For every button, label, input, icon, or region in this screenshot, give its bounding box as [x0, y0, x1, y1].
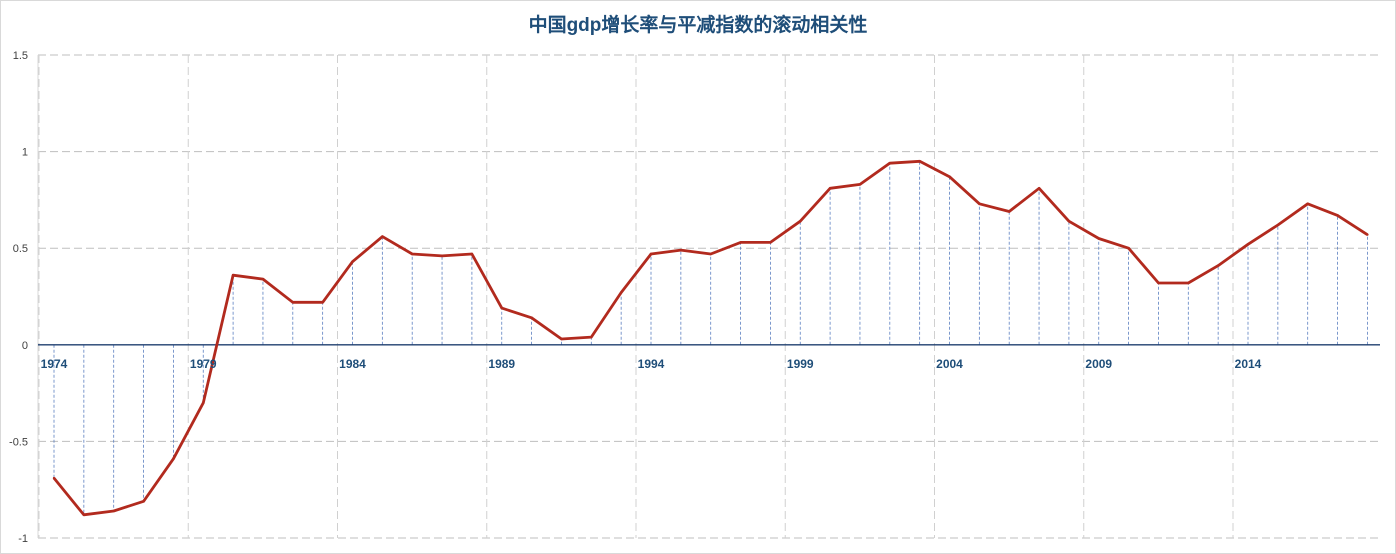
tick-labels: 1.5 1 0.5 0 -0.5 -1 1974 1979 1984 1989 1994 1999 20…: [9, 50, 1262, 545]
data-point: [619, 291, 623, 294]
data-point: [82, 513, 86, 517]
data-point: [1306, 202, 1309, 205]
x-tick-label: 1994: [638, 357, 665, 371]
data-point: [828, 187, 832, 190]
data-point: [231, 274, 235, 277]
x-tick-label: 2014: [1235, 357, 1262, 371]
gridlines: [38, 54, 1380, 539]
data-point: [500, 306, 503, 310]
x-tick-label: 1974: [41, 357, 68, 371]
data-point: [530, 316, 533, 319]
data-point: [709, 252, 712, 256]
data-point: [948, 175, 951, 178]
series-layer: [52, 159, 1369, 517]
data-point: [739, 241, 742, 244]
data-point: [291, 301, 294, 304]
data-point: [799, 219, 802, 223]
chart-title: 中国gdp增长率与平减指数的滚动相关性: [528, 15, 868, 36]
axes: [37, 55, 1380, 538]
data-point: [1157, 281, 1160, 285]
data-point: [1067, 219, 1071, 223]
data-point: [470, 252, 474, 256]
x-tick-label: 1979: [190, 357, 217, 371]
data-point: [1366, 233, 1369, 236]
data-point: [1276, 223, 1280, 227]
data-point: [142, 500, 145, 503]
data-point: [52, 476, 56, 480]
data-point: [261, 277, 265, 281]
data-point: [1336, 214, 1339, 217]
data-point: [112, 509, 115, 513]
data-point: [172, 457, 175, 460]
x-tick-label: 1999: [787, 357, 814, 371]
data-point: [679, 248, 683, 252]
data-point: [649, 252, 653, 256]
data-point: [351, 260, 354, 263]
data-point: [1097, 237, 1100, 240]
data-point: [560, 337, 563, 341]
data-point: [1216, 264, 1220, 267]
data-point: [321, 301, 324, 304]
y-tick-label: -0.5: [9, 436, 28, 448]
x-tick-label: 2004: [936, 357, 963, 371]
y-tick-label: 0.5: [13, 243, 28, 255]
y-tick-label: -1: [18, 533, 28, 545]
data-point: [1008, 210, 1011, 213]
x-tick-label: 1984: [339, 357, 366, 371]
y-tick-label: 1: [22, 147, 28, 159]
data-point: [590, 335, 593, 339]
data-point: [381, 235, 384, 238]
data-point: [978, 202, 981, 205]
data-point: [1127, 247, 1130, 250]
data-point: [411, 252, 414, 256]
y-tick-label: 0: [22, 340, 28, 352]
data-point: [1246, 243, 1250, 246]
data-point: [888, 161, 891, 165]
data-point: [440, 254, 444, 258]
x-tick-label: 2009: [1085, 357, 1112, 371]
x-tick-label: 1989: [488, 357, 515, 371]
data-point: [918, 160, 921, 163]
data-point: [858, 183, 862, 186]
data-point: [1037, 187, 1041, 190]
drop-lines: [53, 161, 1368, 515]
data-point: [1187, 281, 1190, 285]
data-point: [202, 401, 205, 404]
y-tick-label: 1.5: [13, 50, 28, 62]
data-point: [769, 241, 772, 244]
